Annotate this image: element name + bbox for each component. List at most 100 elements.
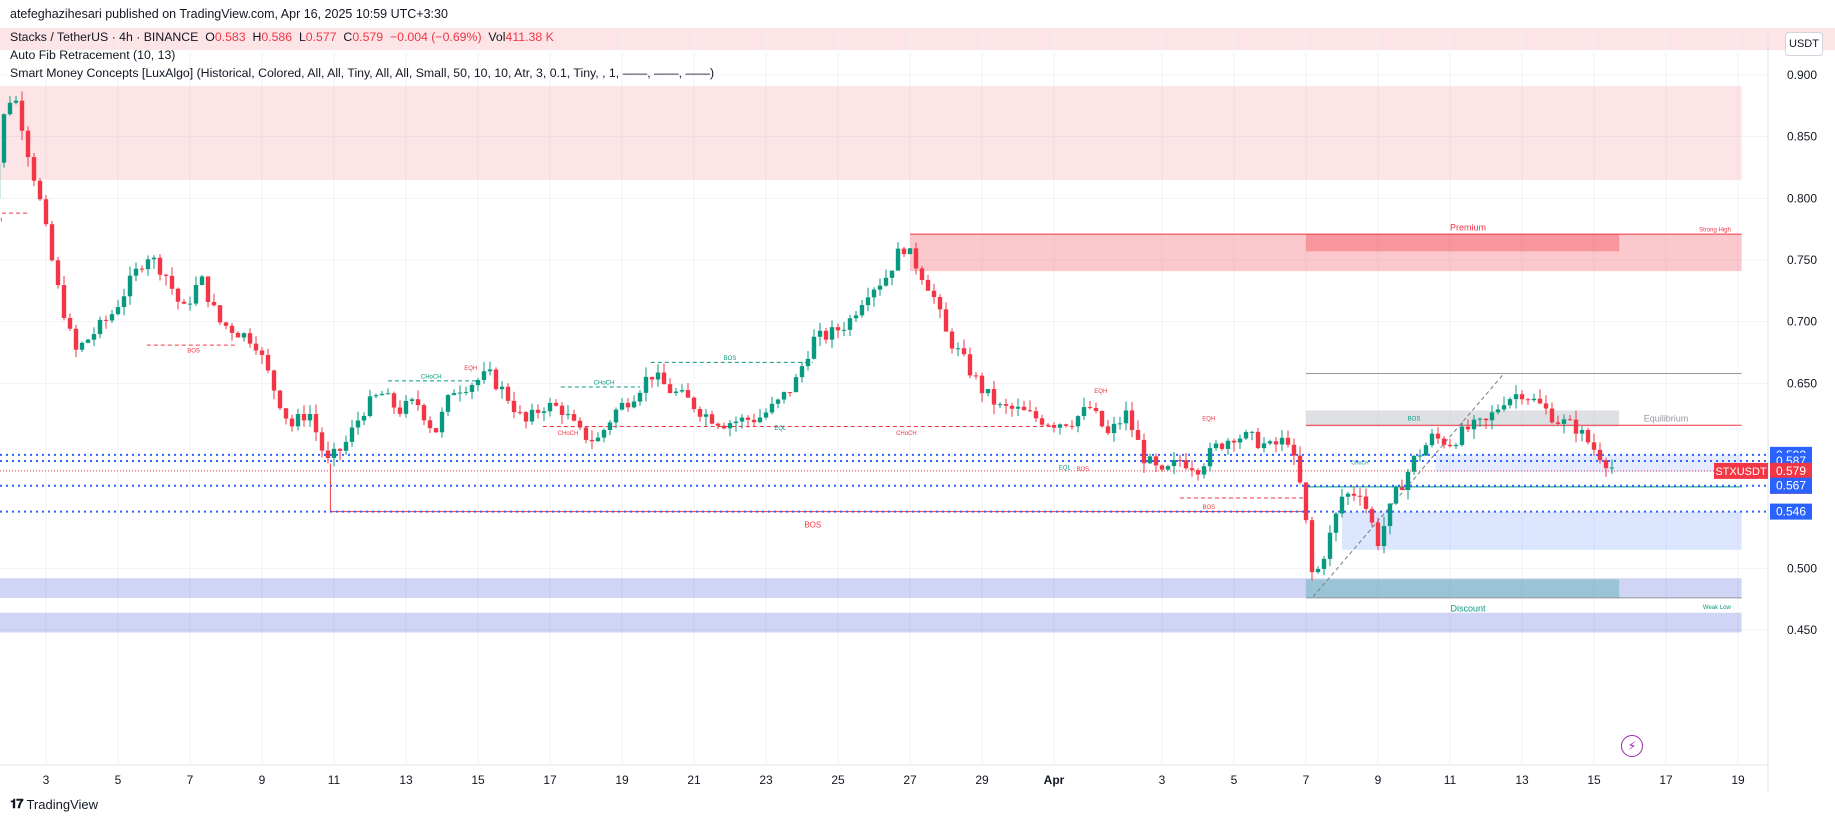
candle-body xyxy=(763,412,769,418)
top-bar: atefeghazihesari published on TradingVie… xyxy=(0,0,1835,28)
candle-body xyxy=(1441,438,1447,445)
currency-button[interactable]: USDT xyxy=(1785,32,1823,56)
candle-body xyxy=(157,257,163,275)
candle-body xyxy=(553,402,559,406)
candle-body xyxy=(337,448,343,451)
candle-body xyxy=(1489,412,1495,421)
price-axis[interactable]: 0.900 0.850 0.800 0.750 0.700 0.650 0.500 0.450 xyxy=(1787,68,1817,637)
footer-brand[interactable]: 𝟏𝟕 TradingView xyxy=(10,796,98,812)
candle-body xyxy=(931,290,937,298)
candle-body xyxy=(667,384,673,393)
candle-body xyxy=(853,315,859,319)
candle-body xyxy=(1273,441,1279,445)
candle-body xyxy=(319,432,325,451)
candle-body xyxy=(1507,399,1513,406)
time-tick-label: 5 xyxy=(115,773,122,787)
candle-body xyxy=(439,411,445,433)
candle-body xyxy=(769,403,775,413)
candle-body xyxy=(1153,456,1159,466)
candle-body xyxy=(715,423,721,426)
candle-body xyxy=(1465,426,1471,430)
candle-body xyxy=(1537,398,1543,404)
symbol-row[interactable]: Stacks / TetherUS · 4h · BINANCE O0.583 … xyxy=(10,28,714,46)
candle-body xyxy=(409,399,415,401)
candle-body xyxy=(1585,429,1591,443)
structure-lines xyxy=(0,142,1742,599)
candle-body xyxy=(475,379,481,386)
candle-body xyxy=(613,409,619,423)
candle-body xyxy=(601,430,607,438)
candle-body xyxy=(223,322,229,326)
candle-body xyxy=(253,343,259,351)
candle-body xyxy=(85,339,91,343)
price-tick-label: 0.450 xyxy=(1787,623,1817,637)
annotation-label: BOS xyxy=(724,356,737,362)
candle-body xyxy=(1051,424,1057,428)
candle-body xyxy=(1141,439,1147,464)
price-tag-bg xyxy=(1770,477,1812,494)
candle-body xyxy=(1,114,7,163)
symbol-tag-label: STXUSDT xyxy=(1715,466,1767,478)
candle-body xyxy=(835,327,841,331)
price-tick-label: 0.750 xyxy=(1787,253,1817,267)
time-tick-label: 11 xyxy=(328,773,341,787)
candle-body xyxy=(943,309,949,332)
candle-body xyxy=(1243,432,1249,439)
annotation-label: CHoCH xyxy=(421,374,442,380)
candle-body xyxy=(877,285,883,290)
candle-body xyxy=(235,332,241,338)
candle-body xyxy=(907,248,913,255)
candle-body xyxy=(43,199,49,225)
candle-body xyxy=(1279,437,1285,445)
candle-body xyxy=(355,420,361,428)
candle-body xyxy=(1453,445,1459,447)
candle-body xyxy=(979,375,985,394)
candle-body xyxy=(1411,456,1417,472)
volume-value: 411.38 K xyxy=(505,30,554,44)
time-tick-label: 19 xyxy=(615,773,629,787)
candle-body xyxy=(973,375,979,377)
indicator-fib[interactable]: Auto Fib Retracement (10, 13) xyxy=(10,48,176,62)
candle-body xyxy=(331,448,337,459)
candle-body xyxy=(1375,522,1381,547)
candle-body xyxy=(79,342,85,350)
candle-body xyxy=(805,358,811,367)
candle-body xyxy=(901,248,907,255)
candle-body xyxy=(31,157,37,181)
candle-body xyxy=(1039,418,1045,425)
candle-body xyxy=(361,415,367,421)
indicator-smc[interactable]: Smart Money Concepts [LuxAlgo] (Historic… xyxy=(10,66,715,80)
candle-body xyxy=(97,319,103,335)
time-tick-label: 25 xyxy=(831,773,845,787)
candle-body xyxy=(859,305,865,316)
candle-body xyxy=(1531,398,1537,401)
annotation-label: EQH xyxy=(464,366,477,372)
price-chart[interactable]: Premium Strong High Equilibrium Discount Wea… xyxy=(0,28,1835,793)
volume-label: Vol xyxy=(488,30,506,44)
candle-body xyxy=(751,419,757,423)
candle-body xyxy=(1417,455,1423,457)
candle-body xyxy=(349,427,355,442)
candle-body xyxy=(1177,460,1183,462)
time-axis[interactable]: 3 5 7 9 11 13 15 17 19 21 23 25 27 29 Apr 3 5 7 9 11 13 15 17 1… xyxy=(43,773,1745,787)
time-tick-label: 13 xyxy=(1515,773,1529,787)
candle-body xyxy=(61,285,67,319)
candle-body xyxy=(541,411,547,413)
fvg-zone xyxy=(1435,454,1742,473)
discount-highlight xyxy=(1306,579,1620,598)
candle-body xyxy=(259,350,265,355)
candle-body xyxy=(607,422,613,431)
candle-body xyxy=(1195,470,1201,475)
time-tick-label: 21 xyxy=(687,773,701,787)
candle-body xyxy=(121,296,127,308)
candle-body xyxy=(457,392,463,394)
annotation-label: Weak Low xyxy=(1703,605,1732,611)
candle-body xyxy=(1333,513,1339,533)
time-tick-label: 15 xyxy=(1587,773,1601,787)
lightning-icon[interactable]: ⚡ xyxy=(1621,735,1643,757)
symbol-name[interactable]: Stacks / TetherUS · 4h · BINANCE xyxy=(10,30,199,44)
candle-body xyxy=(1369,508,1375,523)
candle-body xyxy=(925,280,931,291)
candle-body xyxy=(1057,424,1063,428)
